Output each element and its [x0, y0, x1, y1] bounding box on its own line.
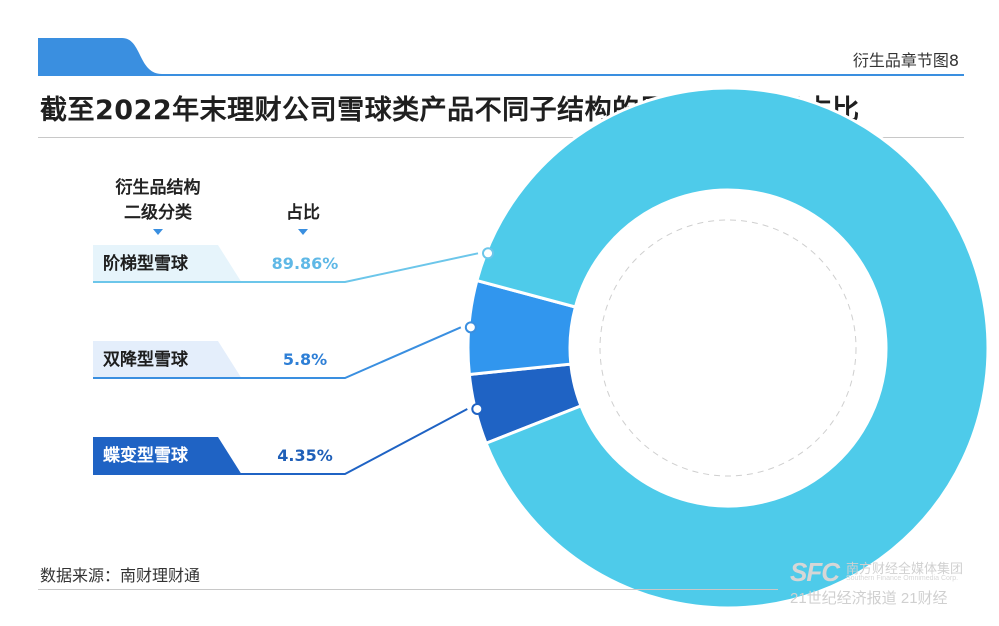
header-tab-bar — [38, 38, 964, 76]
publisher-watermark: SFC 南方财经全媒体集团 Southern Finance Omnimedia… — [790, 555, 975, 615]
watermark-logo: SFC — [790, 557, 840, 587]
donut-hole — [571, 191, 885, 505]
category-header-arrow-icon — [153, 229, 163, 235]
category-label-2: 双降型雪球 — [103, 350, 188, 370]
percent-label-1: 89.86% — [271, 254, 339, 273]
percent-label-3: 4.35% — [277, 446, 333, 465]
percent-label-2: 5.8% — [282, 350, 328, 369]
leader-line-1 — [93, 252, 479, 283]
category-header-line1: 衍生品结构 — [115, 178, 201, 198]
category-column-header: 衍生品结构 二级分类 — [93, 176, 223, 226]
watermark-brands: 21世纪经济报道 21财经 — [790, 590, 948, 607]
leader-dot-3 — [471, 402, 484, 415]
leader-dot-2 — [464, 321, 477, 334]
title-divider — [38, 137, 964, 138]
donut-inner-dashed-ring — [599, 219, 857, 477]
leader-line-3 — [93, 408, 468, 475]
leader-dot-1 — [482, 247, 495, 260]
footer-divider — [38, 589, 778, 590]
figure-label: 衍生品章节图8 — [852, 51, 959, 70]
percent-header-arrow-icon — [298, 229, 308, 235]
data-source: 数据来源：南财理财通 — [40, 566, 201, 585]
category-label-3: 蝶变型雪球 — [103, 446, 188, 466]
category-tab-2 — [93, 341, 242, 379]
leader-line-2 — [93, 326, 462, 379]
category-header-line2: 二级分类 — [124, 203, 192, 223]
category-tab-1 — [93, 245, 242, 283]
watermark-group-english: Southern Finance Omnimedia Corp. — [846, 575, 959, 582]
watermark-group-name: 南方财经全媒体集团 — [846, 561, 964, 576]
percent-column-header: 占比 — [286, 203, 320, 223]
category-label-1: 阶梯型雪球 — [103, 254, 188, 274]
category-tab-3 — [93, 437, 242, 475]
donut-slice-1 — [475, 86, 990, 610]
